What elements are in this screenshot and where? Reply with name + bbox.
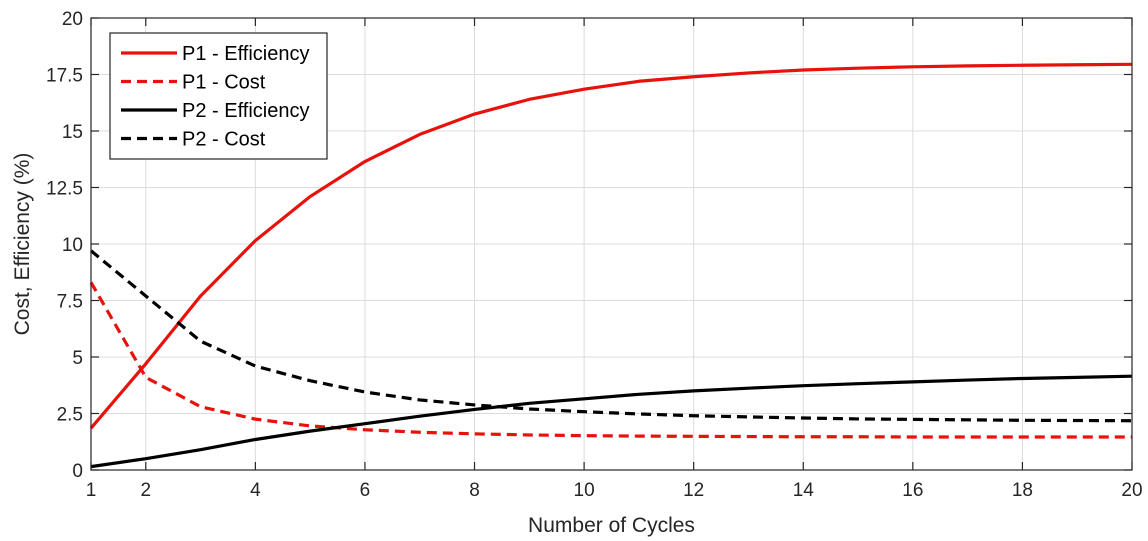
x-tick-label: 20 <box>1121 480 1142 501</box>
series-line-p2-efficiency <box>90 374 1133 469</box>
legend-label: P2 - Efficiency <box>182 100 309 122</box>
series-line-p1-efficiency <box>89 62 1133 430</box>
x-tick-label: 16 <box>902 480 923 501</box>
y-axis-label: Cost, Efficiency (%) <box>11 153 34 336</box>
legend: P1 - Efficiency P1 - Cost P2 - Efficiency P… <box>109 32 328 160</box>
y-tick-label: 0 <box>72 461 83 482</box>
y-tick-label: 15 <box>62 122 83 143</box>
y-tick-label: 10 <box>62 235 83 256</box>
x-axis-label: Number of Cycles <box>528 514 695 537</box>
x-tick-label: 14 <box>793 480 815 501</box>
series-lines <box>89 62 1133 469</box>
x-tick-label: 1 <box>86 480 97 501</box>
x-tick-label: 12 <box>683 480 704 501</box>
x-tick-label: 8 <box>469 480 480 501</box>
legend-label: P2 - Cost <box>182 129 266 151</box>
y-tick-label: 17.5 <box>46 66 83 87</box>
legend-label: P1 - Cost <box>182 72 266 94</box>
x-tick-label: 6 <box>360 480 371 501</box>
y-tick-label: 7.5 <box>57 292 83 313</box>
y-tick-label: 2.5 <box>57 405 83 426</box>
y-tick-label: 20 <box>62 9 83 30</box>
series-line-p2-cost <box>89 249 1133 423</box>
legend-label: P1 - Efficiency <box>182 43 309 65</box>
x-tick-label: 10 <box>574 480 595 501</box>
x-tick-label: 18 <box>1012 480 1033 501</box>
x-tick-label: 4 <box>250 480 261 501</box>
series-line-p1-cost <box>89 281 1132 439</box>
y-tick-label: 12.5 <box>46 179 83 200</box>
y-tick-label: 5 <box>72 348 83 369</box>
x-tick-label: 2 <box>141 480 152 501</box>
